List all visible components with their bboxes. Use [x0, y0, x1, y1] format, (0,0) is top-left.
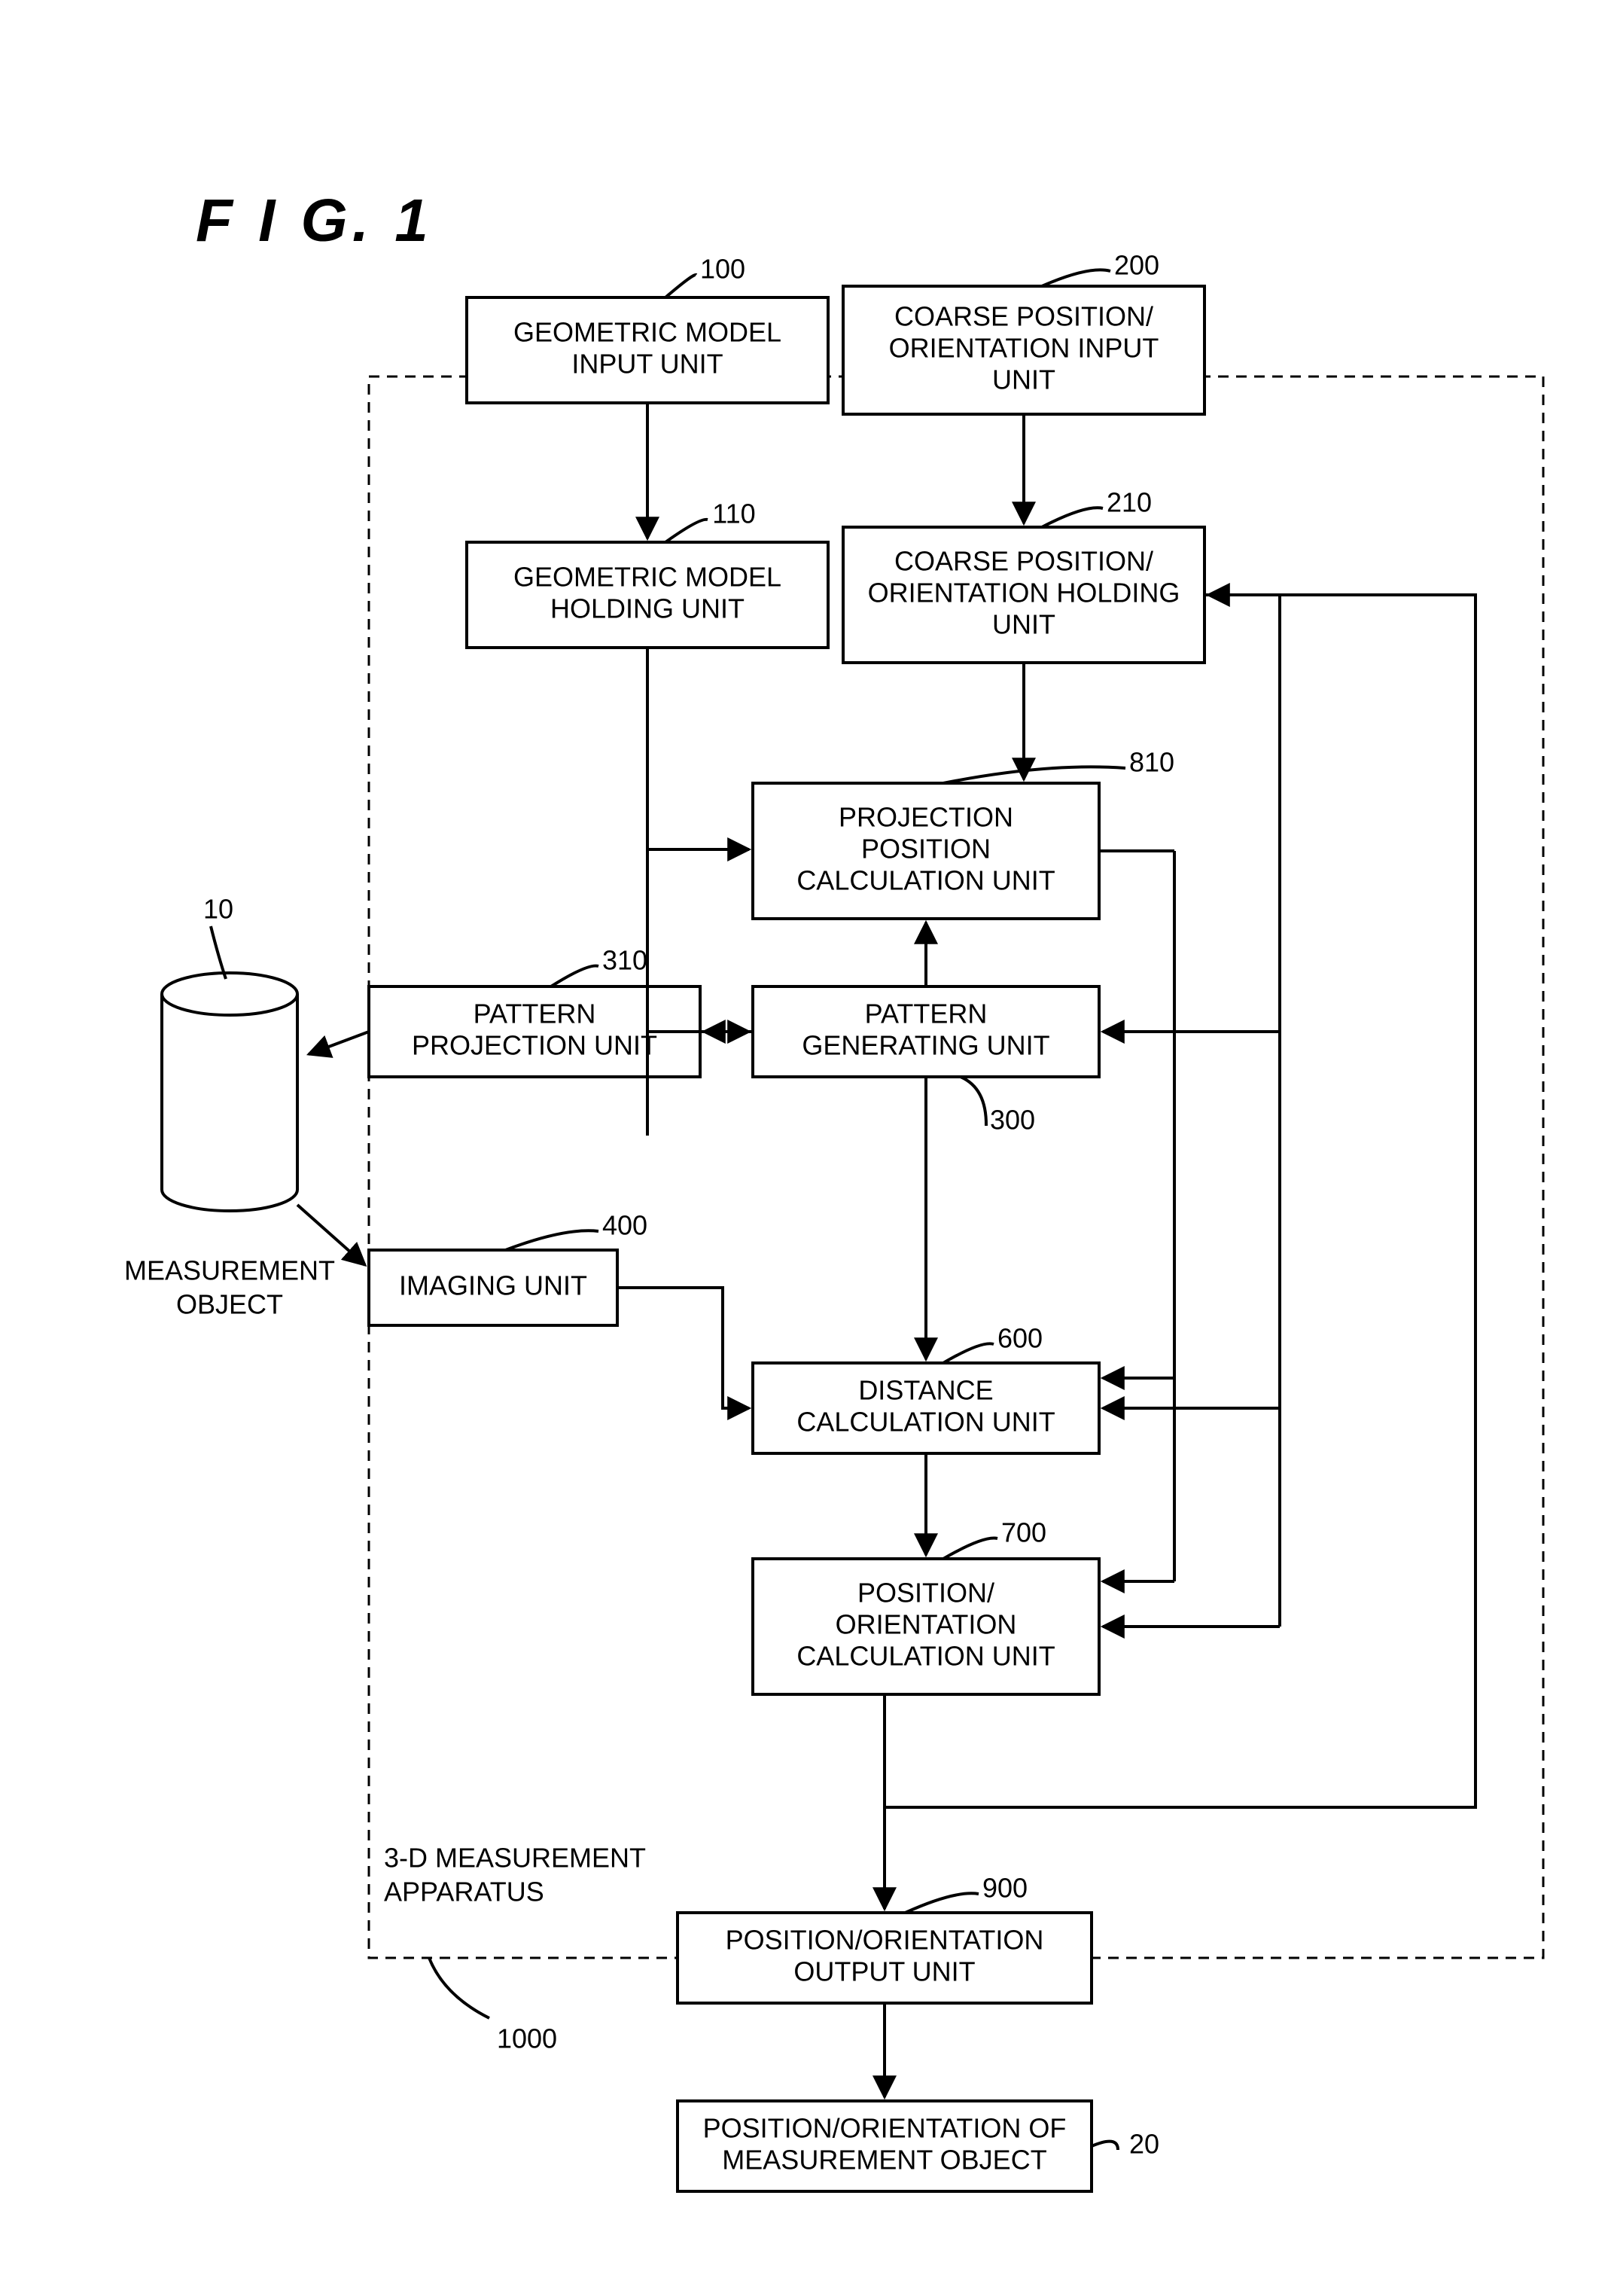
leader-400 — [506, 1230, 599, 1250]
ref-600: 600 — [997, 1323, 1043, 1354]
b900-label-1: OUTPUT UNIT — [793, 1956, 975, 1987]
ref-200: 200 — [1114, 250, 1159, 281]
b210-label-0: COARSE POSITION/ — [894, 546, 1153, 577]
b400-label-0: IMAGING UNIT — [399, 1270, 587, 1301]
ref-810: 810 — [1129, 747, 1174, 778]
b200-label-2: UNIT — [992, 364, 1055, 395]
ref-400: 400 — [602, 1210, 647, 1241]
b300-label-0: PATTERN — [865, 999, 988, 1029]
figure-title: F I G. 1 — [196, 187, 433, 254]
b900-label-0: POSITION/ORIENTATION — [726, 1925, 1044, 1956]
measurement-object-label-1: MEASUREMENT — [124, 1255, 335, 1286]
ref-310: 310 — [602, 945, 647, 976]
leader-310 — [551, 966, 598, 986]
b200-label-1: ORIENTATION INPUT — [889, 333, 1159, 364]
leader-300 — [961, 1077, 986, 1126]
b300-label-1: GENERATING UNIT — [802, 1030, 1049, 1061]
measurement-object-label-2: OBJECT — [176, 1289, 283, 1320]
apparatus-label-1: 3-D MEASUREMENT — [384, 1843, 646, 1874]
b700-label-2: CALCULATION UNIT — [796, 1641, 1055, 1672]
b110-label-0: GEOMETRIC MODEL — [513, 562, 781, 593]
b310-label-0: PATTERN — [474, 999, 596, 1029]
leader-900 — [906, 1893, 979, 1913]
b210-label-2: UNIT — [992, 609, 1055, 640]
leader-600 — [943, 1343, 994, 1363]
leader-810 — [943, 767, 1125, 783]
b810-label-1: POSITION — [861, 834, 991, 864]
apparatus-label-2: APPARATUS — [384, 1877, 544, 1907]
ref-20: 20 — [1129, 2129, 1159, 2160]
measurement-object — [162, 973, 297, 1211]
b110-label-1: HOLDING UNIT — [550, 593, 745, 624]
ref-100: 100 — [700, 254, 745, 285]
leader-10 — [211, 926, 226, 979]
ref-700: 700 — [1001, 1517, 1046, 1548]
leader-1000 — [429, 1958, 489, 2018]
leader-700 — [943, 1538, 997, 1559]
b20-label-0: POSITION/ORIENTATION OF — [703, 2113, 1067, 2144]
b20-label-1: MEASUREMENT OBJECT — [722, 2145, 1046, 2176]
b210-label-1: ORIENTATION HOLDING — [868, 578, 1180, 608]
leader-210 — [1042, 508, 1103, 527]
b700-label-0: POSITION/ — [857, 1578, 994, 1608]
b310-label-1: PROJECTION UNIT — [412, 1030, 657, 1061]
leader-110 — [665, 520, 708, 542]
b100-label-0: GEOMETRIC MODEL — [513, 317, 781, 348]
leader-20 — [1092, 2142, 1118, 2150]
b810-label-2: CALCULATION UNIT — [796, 865, 1055, 896]
b600-label-0: DISTANCE — [858, 1375, 993, 1406]
ref-300: 300 — [990, 1105, 1035, 1136]
ref-110: 110 — [712, 499, 755, 529]
leader-100 — [665, 275, 696, 297]
leader-200 — [1042, 270, 1110, 286]
ref-10: 10 — [203, 894, 233, 925]
ref-210: 210 — [1107, 487, 1152, 518]
b700-label-1: ORIENTATION — [836, 1609, 1017, 1640]
b810-label-0: PROJECTION — [839, 802, 1013, 833]
b100-label-1: INPUT UNIT — [571, 349, 723, 380]
b200-label-0: COARSE POSITION/ — [894, 301, 1153, 332]
ref-900: 900 — [982, 1873, 1028, 1904]
b600-label-1: CALCULATION UNIT — [796, 1407, 1055, 1438]
ref-1000: 1000 — [497, 2023, 557, 2054]
